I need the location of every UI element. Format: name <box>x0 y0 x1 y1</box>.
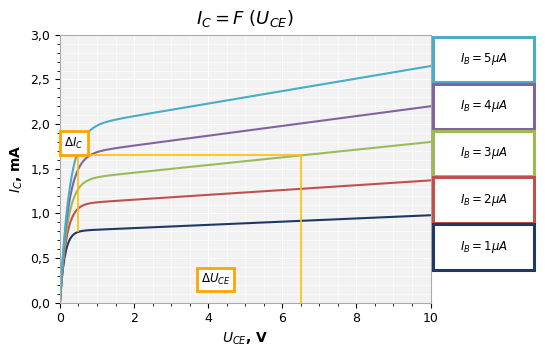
Text: $I_B = 3\mu A$: $I_B = 3\mu A$ <box>459 145 508 161</box>
X-axis label: $U_{CE}$, V: $U_{CE}$, V <box>222 331 268 347</box>
Text: $\Delta U_{CE}$: $\Delta U_{CE}$ <box>201 272 231 287</box>
Text: $I_B = 1\mu A$: $I_B = 1\mu A$ <box>459 239 508 255</box>
Text: $I_B = 2\mu A$: $I_B = 2\mu A$ <box>459 192 508 208</box>
Y-axis label: $I_C$, mA: $I_C$, mA <box>8 144 25 193</box>
Text: $\Delta I_C$: $\Delta I_C$ <box>64 135 83 151</box>
Text: $I_B = 5\mu A$: $I_B = 5\mu A$ <box>459 51 508 67</box>
Title: $I_C = F\ (U_{CE})$: $I_C = F\ (U_{CE})$ <box>196 8 294 29</box>
Text: $I_B = 4\mu A$: $I_B = 4\mu A$ <box>459 98 508 114</box>
